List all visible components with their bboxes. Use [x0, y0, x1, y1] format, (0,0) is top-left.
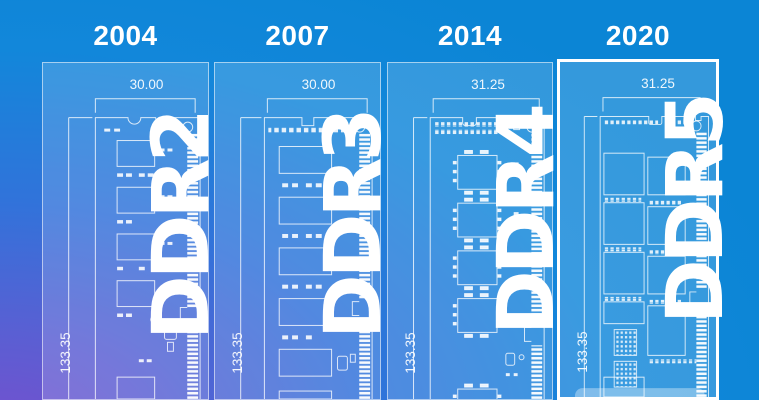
pin-strip: [696, 309, 707, 397]
width-dimension-label: 30.00: [129, 77, 164, 92]
mounting-hole: [526, 121, 538, 133]
key-notch: [524, 326, 532, 342]
key-notch: [179, 307, 188, 322]
panel-ddr4[interactable]: 31.25 133.35 DDR4: [387, 62, 572, 400]
length-dimension-label: 133.35: [575, 331, 590, 373]
pin-strip: [359, 319, 371, 399]
length-dimension-line: [240, 117, 262, 399]
year-label-ddr5: 2020: [605, 20, 671, 51]
year-label-ddr3: 2007: [265, 20, 330, 51]
length-dimension-label: 133.35: [58, 332, 73, 374]
pads: [268, 127, 371, 399]
module-outline: [94, 117, 201, 399]
width-dimension-label: 31.25: [471, 77, 505, 92]
bga-matrix: [614, 329, 637, 356]
pin-strip: [696, 132, 707, 288]
key-notch: [689, 291, 697, 307]
width-dimension-bracket: [432, 98, 540, 113]
length-dimension-label: 133.35: [403, 332, 418, 374]
pin-strip: [187, 133, 199, 308]
year-label-ddr4: 2014: [437, 20, 503, 51]
ddr3-module-drawing: [240, 98, 373, 399]
generation-label-ddr5: DDR5: [651, 96, 741, 324]
ddr2-module-drawing: [68, 98, 201, 399]
pin-strip: [531, 345, 543, 399]
length-dimension-line: [583, 116, 598, 397]
width-dimension-label: 31.25: [641, 76, 675, 91]
pads: [603, 120, 707, 397]
width-dimension-bracket: [602, 97, 701, 112]
key-notch: [351, 301, 360, 316]
width-dimension-label: 30.00: [301, 77, 336, 92]
mounting-hole: [354, 121, 366, 133]
length-dimension-line: [413, 117, 428, 399]
pads: [104, 128, 199, 399]
panel-ddr5[interactable]: 31.25 133.35 DDR5: [557, 59, 741, 400]
generation-label-ddr3: DDR3: [309, 111, 399, 339]
generation-label-ddr4: DDR4: [482, 107, 572, 335]
length-dimension-line: [68, 117, 93, 399]
module-outline: [263, 117, 373, 399]
mounting-hole: [691, 120, 702, 132]
year-label-ddr2: 2004: [93, 20, 158, 51]
length-dimension-label: 133.35: [230, 332, 245, 374]
bga-matrix: [614, 361, 637, 388]
ddr5-module-drawing: [574, 97, 709, 397]
mounting-hole: [182, 121, 194, 133]
pin-strip: [359, 133, 371, 299]
width-dimension-bracket: [94, 98, 196, 113]
ddr4-module-drawing: [413, 98, 545, 399]
panel-ddr2[interactable]: 30.00 133.35 DDR2: [42, 62, 227, 400]
pin-strip: [187, 325, 199, 399]
pin-strip: [531, 133, 543, 324]
pads: [434, 122, 543, 399]
generation-label-ddr2: DDR2: [137, 112, 227, 340]
width-dimension-bracket: [266, 98, 368, 113]
panel-ddr3[interactable]: 30.00 133.35 DDR3: [214, 62, 399, 400]
ddr5-highlight-band: [574, 388, 705, 397]
